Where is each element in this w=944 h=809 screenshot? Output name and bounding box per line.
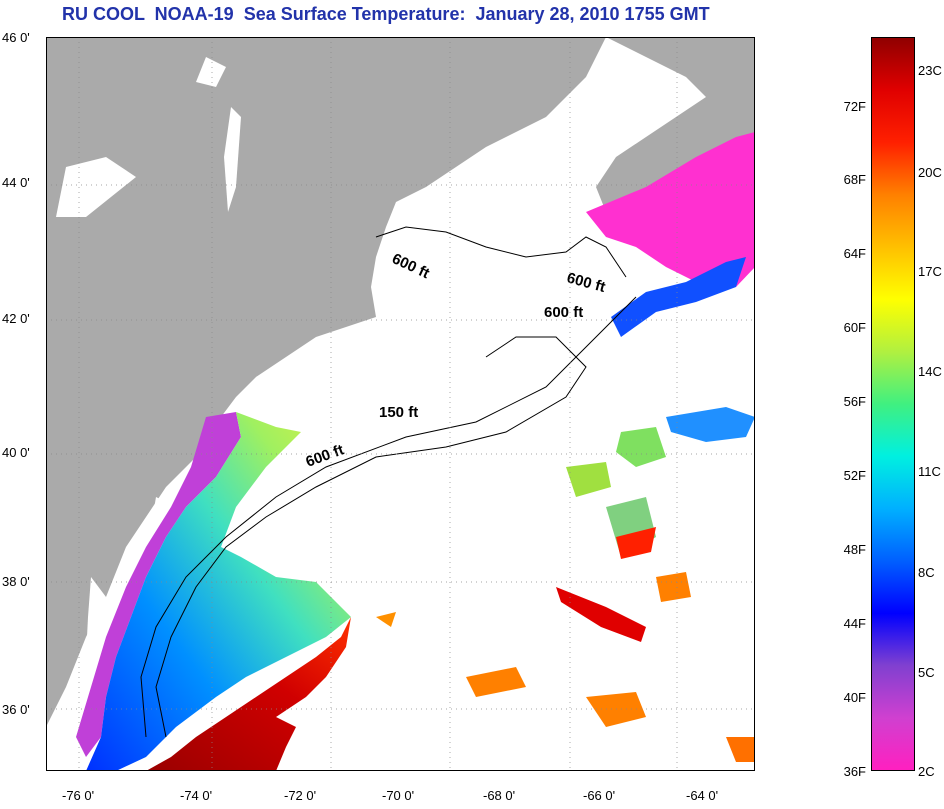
colorbar-c-label: 20C	[918, 165, 942, 180]
isobath-gom	[375, 226, 627, 278]
colorbar-f-label: 52F	[843, 468, 866, 483]
colorbar	[871, 37, 915, 771]
lon-label: -72 0'	[284, 788, 317, 803]
lake-1	[196, 57, 226, 87]
patch-orange-2	[586, 692, 646, 727]
colorbar-c-label: 17C	[918, 264, 942, 279]
contour-label: 150 ft	[379, 404, 418, 421]
colorbar-f-label: 48F	[843, 542, 866, 557]
colorbar-f-label: 60F	[843, 320, 866, 335]
map-title: RU COOL NOAA-19 Sea Surface Temperature:…	[62, 4, 710, 24]
lon-label: -70 0'	[382, 788, 415, 803]
isobath-150ft	[155, 336, 587, 738]
lon-label: -64 0'	[686, 788, 719, 803]
scotian-shelf-magenta	[586, 132, 755, 287]
lat-label: 42 0'	[2, 311, 30, 326]
map-frame	[46, 37, 755, 771]
gulf-stream	[146, 617, 351, 771]
patch-orange-5	[376, 612, 396, 627]
lon-label: -74 0'	[180, 788, 213, 803]
colorbar-c-label: 8C	[918, 565, 935, 580]
patch-blue	[666, 407, 755, 442]
colorbar-c-label: 14C	[918, 364, 942, 379]
land-us-canada	[46, 37, 606, 727]
scotian-shelf-blue	[611, 257, 746, 337]
lat-label: 36 0'	[2, 702, 30, 717]
isobath-600ft	[140, 296, 637, 738]
colorbar-f-label: 40F	[843, 690, 866, 705]
colorbar-f-label: 72F	[843, 99, 866, 114]
patch-orange-1	[656, 572, 691, 602]
lake-2	[224, 107, 241, 212]
sst-map: 600 ft 600 ft 600 ft 150 ft 600 ft	[46, 37, 755, 771]
land-nova-scotia	[596, 37, 755, 222]
patch-green-2	[566, 462, 611, 497]
contour-label: 600 ft	[544, 304, 583, 321]
colorbar-c-label: 11C	[918, 464, 941, 479]
colorbar-f-label: 44F	[843, 616, 866, 631]
patch-orange-3	[466, 667, 526, 697]
patch-red-1	[616, 527, 656, 559]
colorbar-f-label: 68F	[843, 172, 866, 187]
colorbar-c-label: 5C	[918, 665, 935, 680]
lat-label: 40 0'	[2, 445, 30, 460]
long-island-sound	[256, 337, 356, 387]
coastal-cold-band	[76, 412, 241, 757]
lon-label: -66 0'	[583, 788, 616, 803]
chesapeake-bay	[86, 577, 106, 677]
patch-green-1	[616, 427, 666, 467]
shelf-water	[86, 412, 351, 771]
patch-red-2	[556, 587, 646, 642]
colorbar-f-label: 64F	[843, 246, 866, 261]
grid	[46, 37, 755, 771]
colorbar-f-label: 36F	[843, 764, 866, 779]
delaware-bay	[151, 497, 176, 537]
lat-label: 46 0'	[2, 30, 30, 45]
lake-3	[56, 157, 136, 217]
colorbar-c-label: 23C	[918, 63, 942, 78]
lon-label: -68 0'	[483, 788, 516, 803]
lat-label: 44 0'	[2, 175, 30, 190]
colorbar-c-label: 2C	[918, 764, 935, 779]
patch-orange-4	[726, 737, 755, 762]
lon-label: -76 0'	[62, 788, 95, 803]
lat-label: 38 0'	[2, 574, 30, 589]
colorbar-f-label: 56F	[843, 394, 866, 409]
